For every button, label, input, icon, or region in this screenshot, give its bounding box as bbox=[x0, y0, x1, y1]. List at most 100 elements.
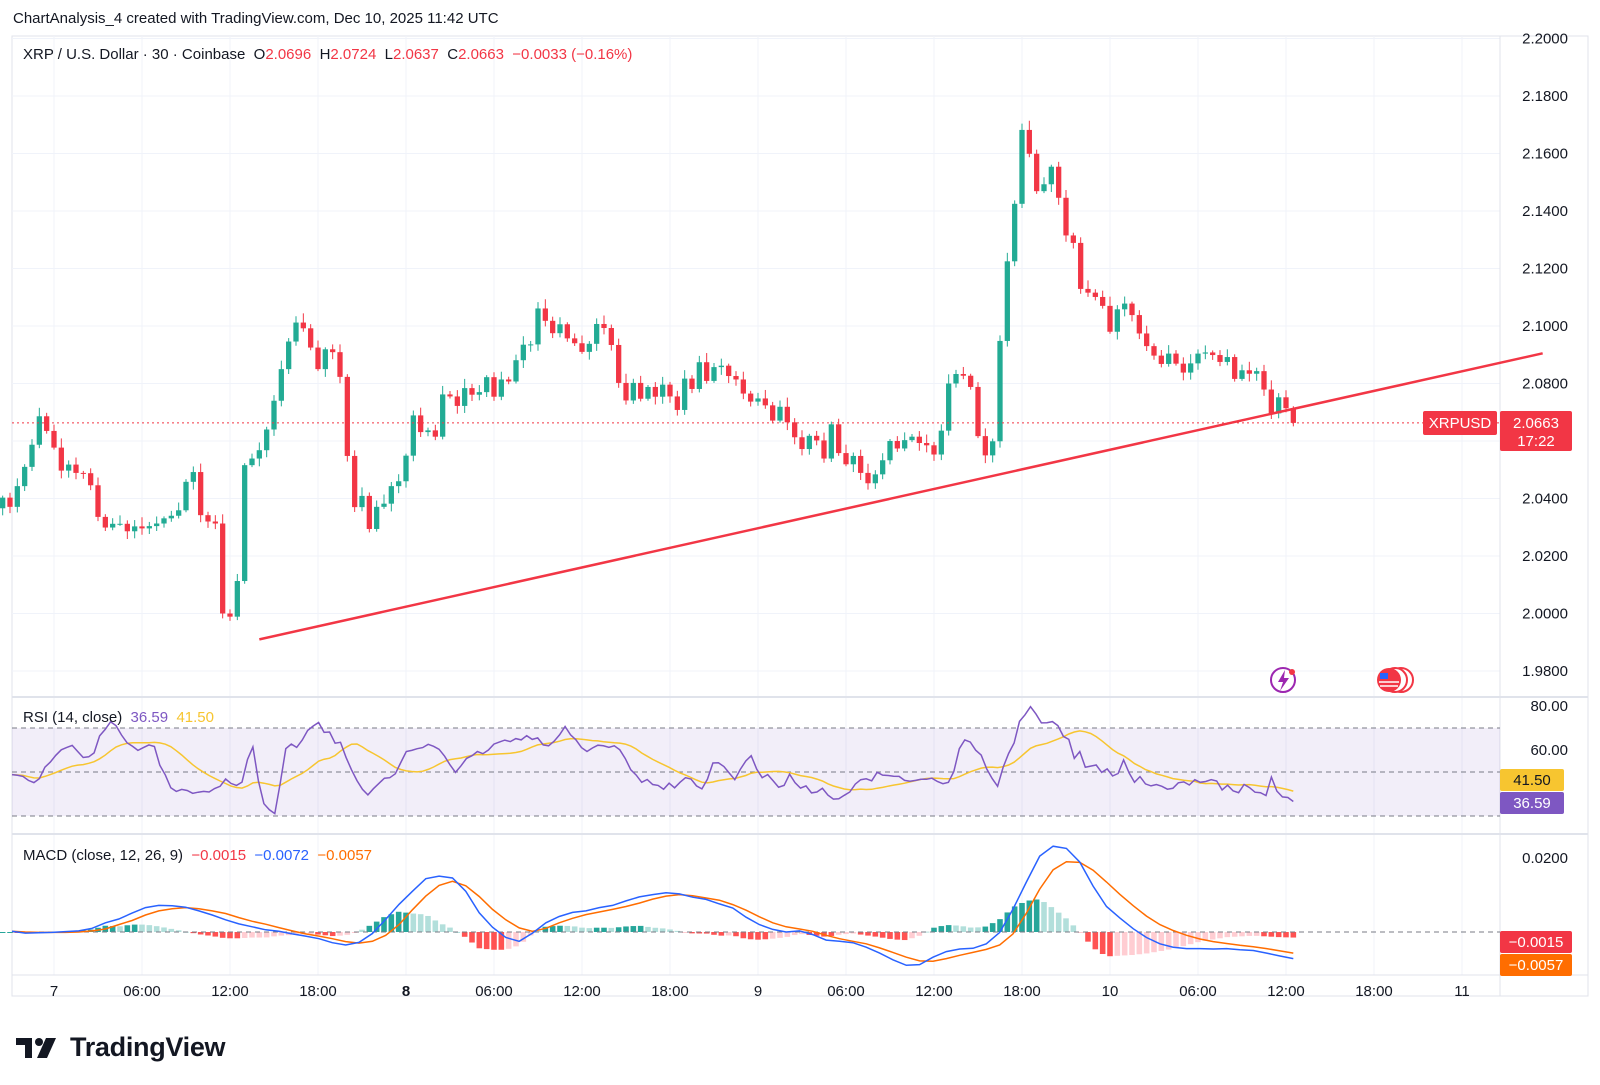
price-tick-label: 2.1200 bbox=[1522, 261, 1568, 278]
macd-hist-bar bbox=[1151, 932, 1157, 953]
candle-up bbox=[990, 441, 996, 456]
macd-hist-bar bbox=[652, 927, 659, 932]
time-tick-label: 12:00 bbox=[1267, 983, 1305, 1000]
candle-up bbox=[403, 455, 409, 482]
candle-down bbox=[51, 430, 57, 448]
time-axis[interactable]: 7 06:00 12:00 18:00 8 06:00 12:00 18:00 9 06:00 12… bbox=[50, 983, 1470, 1000]
rsi-legend-ma-value: 41.50 bbox=[176, 709, 214, 726]
price-tick-label: 2.0200 bbox=[1522, 548, 1568, 565]
candle-up bbox=[359, 495, 365, 508]
macd-hist-bar bbox=[1011, 906, 1018, 932]
macd-hist-bar bbox=[1239, 932, 1245, 937]
macd-hist-bar bbox=[1275, 932, 1282, 938]
candle-up bbox=[293, 322, 299, 342]
candle-up bbox=[1004, 261, 1010, 341]
macd-hist-bar bbox=[659, 928, 666, 932]
low-label: L bbox=[384, 46, 393, 63]
candle-up bbox=[110, 523, 116, 528]
candle-down bbox=[616, 344, 622, 383]
rsi-value-tags: 41.50 36.59 bbox=[1500, 769, 1564, 814]
rsi-legend-value: 36.59 bbox=[130, 709, 169, 726]
candle-up bbox=[586, 343, 592, 352]
price-tick-label: 2.0000 bbox=[1522, 606, 1568, 623]
macd-hist-tag-label: −0.0015 bbox=[1509, 934, 1564, 951]
candle-down bbox=[704, 362, 710, 381]
time-tick-label: 06:00 bbox=[1179, 983, 1217, 1000]
time-tick-label: 12:00 bbox=[211, 983, 249, 1000]
candle-down bbox=[968, 375, 974, 387]
macd-hist-bar bbox=[109, 926, 116, 932]
macd-hist-bar bbox=[395, 911, 402, 932]
macd-hist-bar bbox=[520, 932, 527, 942]
candle-down bbox=[58, 447, 64, 471]
candle-down bbox=[770, 405, 776, 421]
trendline[interactable] bbox=[259, 352, 1543, 641]
macd-hist-bar bbox=[667, 929, 673, 932]
rsi-ma-tag-label: 41.50 bbox=[1513, 772, 1551, 789]
candle-down bbox=[7, 497, 13, 507]
macd-hist-bar bbox=[740, 932, 747, 939]
time-tick-label: 9 bbox=[754, 983, 762, 1000]
pane-separators bbox=[12, 36, 1588, 996]
us-flag-event-icon[interactable] bbox=[1377, 667, 1414, 693]
chart-frame bbox=[11, 35, 1589, 997]
candle-down bbox=[762, 398, 768, 406]
macd-hist-bar bbox=[219, 932, 226, 938]
rsi-legend[interactable]: RSI (14, close) 36.59 41.50 bbox=[23, 709, 214, 726]
candle-down bbox=[1290, 408, 1296, 423]
candle-down bbox=[792, 422, 798, 438]
candle-down bbox=[1078, 242, 1084, 289]
price-tick-label: 1.9800 bbox=[1522, 663, 1568, 680]
candle-up bbox=[22, 466, 28, 487]
candle-up bbox=[425, 430, 431, 433]
candle-up bbox=[264, 429, 270, 451]
candle-down bbox=[469, 388, 475, 395]
candle-up bbox=[696, 362, 702, 389]
candle-down bbox=[821, 440, 827, 459]
macd-hist-bar bbox=[1202, 932, 1209, 941]
macd-hist-bar bbox=[373, 921, 380, 932]
macd-hist-bar bbox=[249, 932, 255, 938]
macd-hist-bar bbox=[769, 932, 776, 939]
candle-down bbox=[1144, 333, 1150, 347]
ohlc-legend[interactable]: XRP / U.S. Dollar · 30 · Coinbase O2.069… bbox=[23, 46, 632, 63]
candle-up bbox=[1166, 353, 1172, 364]
tradingview-brand[interactable]: TradingView bbox=[16, 1032, 226, 1063]
candle-down bbox=[1092, 292, 1098, 297]
macd-hist-bar bbox=[1077, 932, 1084, 933]
time-tick-label: 18:00 bbox=[651, 983, 689, 1000]
macd-legend-signal: −0.0057 bbox=[317, 847, 373, 864]
candle-down bbox=[843, 453, 849, 465]
candle-down bbox=[1107, 305, 1113, 332]
macd-hist-bar bbox=[1085, 932, 1091, 942]
macd-hist-bar bbox=[696, 932, 703, 934]
price-axis[interactable]: 2.2000 2.1800 2.1600 2.1400 2.1200 2.1000 2.08… bbox=[1522, 31, 1568, 868]
macd-hist-bar bbox=[865, 932, 871, 936]
candles[interactable] bbox=[0, 120, 1296, 621]
macd-hist-bar bbox=[197, 932, 204, 935]
macd-hist-bar bbox=[1107, 932, 1113, 957]
price-tag: XRPUSD 2.0663 17:22 bbox=[1423, 411, 1572, 451]
macd-hist-bar bbox=[366, 925, 373, 932]
candle-down bbox=[1100, 296, 1106, 306]
high-value: 2.0724 bbox=[330, 46, 377, 63]
macd-hist-bar bbox=[674, 930, 681, 932]
macd-value-tags: −0.0015 −0.0057 bbox=[1500, 931, 1572, 976]
macd-hist-bar bbox=[117, 926, 123, 932]
macd-legend[interactable]: MACD (close, 12, 26, 9) −0.0015 −0.0072 … bbox=[23, 847, 372, 864]
candle-down bbox=[1063, 197, 1069, 236]
macd-hist-bar bbox=[549, 926, 556, 932]
candle-down bbox=[212, 521, 218, 524]
chart-credit: ChartAnalysis_4 created with TradingView… bbox=[13, 10, 499, 27]
candle-up bbox=[146, 526, 152, 529]
rsi-band-lines bbox=[12, 727, 1500, 817]
macd-hist-bar bbox=[813, 932, 820, 936]
macd-hist-bar bbox=[960, 926, 967, 932]
macd-hist-bar bbox=[1246, 932, 1253, 936]
close-label: C bbox=[447, 46, 459, 63]
macd-hist-bar bbox=[168, 928, 175, 932]
macd-hist-bar bbox=[1173, 932, 1179, 948]
lightning-event-icon[interactable] bbox=[1270, 667, 1296, 693]
macd-hist-bar bbox=[505, 932, 512, 949]
